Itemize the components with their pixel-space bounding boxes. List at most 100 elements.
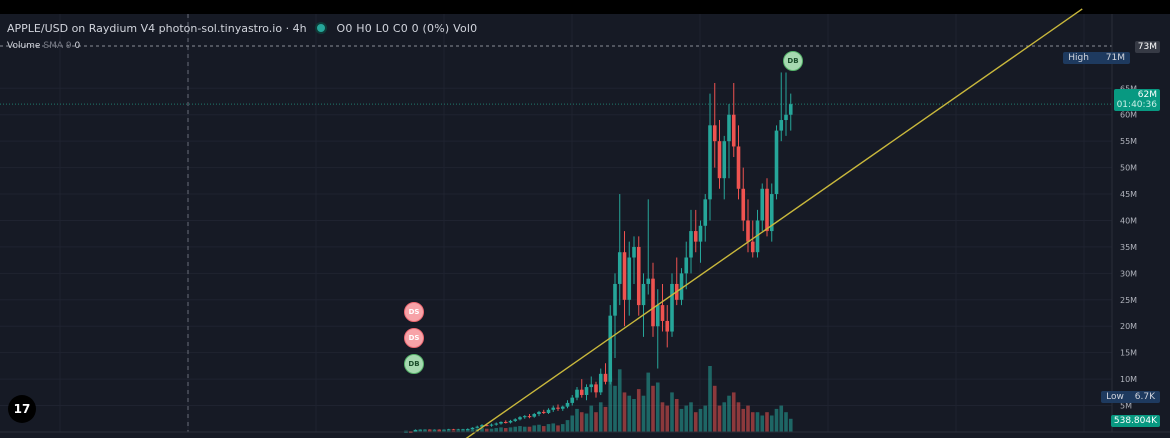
- candle-body: [651, 278, 655, 327]
- candle-body: [774, 130, 779, 195]
- high-label: High 71M: [1063, 52, 1130, 64]
- volume-bar: [522, 426, 527, 432]
- candle-body: [456, 429, 461, 431]
- top-bar: [0, 0, 1170, 14]
- candle-body: [527, 416, 532, 418]
- volume-bar: [746, 405, 750, 432]
- candle-body: [750, 241, 755, 253]
- volume-bar: [655, 382, 660, 432]
- candle-body: [584, 387, 589, 395]
- volume-bar: [712, 385, 717, 432]
- volume-bar: [584, 413, 589, 432]
- candle-body: [513, 419, 518, 421]
- candle-body: [693, 231, 698, 242]
- candle-countdown: 01:40:36: [1116, 100, 1157, 110]
- candle-body: [741, 188, 746, 221]
- volume-bar: [727, 395, 731, 432]
- candle-body: [537, 411, 541, 415]
- volume-bar: [765, 412, 769, 432]
- candle-body: [413, 429, 418, 432]
- volume-bar: [622, 392, 627, 432]
- candle-body: [646, 278, 651, 284]
- last-price-value: 62M: [1137, 90, 1157, 100]
- candle-body: [484, 425, 489, 427]
- candle-body: [703, 199, 708, 226]
- ds-marker[interactable]: DS: [404, 302, 424, 322]
- volume-bar: [722, 402, 727, 432]
- candle-body: [575, 389, 579, 398]
- candle-body: [769, 194, 774, 232]
- candle-body: [641, 283, 646, 306]
- volume-bar: [617, 369, 622, 432]
- candle-body: [532, 414, 537, 417]
- volume-bar: [603, 406, 608, 432]
- candle-body: [655, 305, 660, 327]
- volume-bar: [760, 415, 765, 432]
- candle-body: [679, 273, 684, 300]
- candle-body: [746, 220, 750, 242]
- volume-bar: [703, 405, 708, 432]
- volume-bar: [532, 425, 537, 432]
- low-label-value: 6.7K: [1134, 392, 1155, 402]
- volume-bar: [784, 412, 788, 432]
- candle-body: [608, 315, 613, 382]
- candle-body: [522, 416, 527, 418]
- candle-body: [788, 104, 793, 115]
- volume-bar: [446, 430, 451, 432]
- candle-body: [418, 429, 423, 431]
- volume-bar: [404, 430, 408, 432]
- db-marker[interactable]: DB: [404, 354, 424, 374]
- candle-body: [518, 417, 522, 420]
- candle-body: [665, 320, 670, 332]
- volume-bar: [774, 408, 779, 432]
- candle-body: [589, 384, 594, 388]
- trendline: [465, 8, 1083, 438]
- candle-body: [760, 188, 765, 221]
- ds-marker[interactable]: DS: [404, 328, 424, 348]
- volume-bar: [689, 402, 693, 432]
- candle-body: [489, 424, 494, 426]
- y-tick-label: 35M: [1120, 243, 1137, 252]
- candle-body: [470, 427, 475, 430]
- low-label: Low 6.7K: [1101, 391, 1160, 403]
- y-tick-label: 20M: [1120, 322, 1137, 331]
- candle-body: [784, 114, 788, 121]
- volume-bar: [508, 427, 513, 432]
- candle-body: [508, 420, 513, 423]
- db-marker[interactable]: DB: [783, 51, 803, 71]
- volume-bar: [741, 408, 746, 432]
- volume-bar: [636, 389, 641, 432]
- volume-value: 0: [74, 41, 81, 51]
- candle-body: [499, 421, 503, 424]
- candle-body: [632, 246, 636, 258]
- y-tick-label: 65M: [1120, 84, 1137, 93]
- volume-bar: [513, 426, 518, 432]
- candle-body: [423, 429, 427, 431]
- volume-bar: [518, 426, 522, 432]
- volume-bar: [489, 428, 494, 432]
- candle-body: [579, 389, 584, 395]
- y-tick-label: 55M: [1120, 137, 1137, 146]
- volume-bar: [484, 428, 489, 432]
- volume-bar: [480, 428, 484, 432]
- volume-bar: [731, 392, 736, 432]
- volume-bar: [503, 428, 508, 432]
- candle-body: [689, 231, 693, 258]
- candle-body: [570, 397, 575, 403]
- volume-bar: [769, 415, 774, 432]
- y-tick-label: 15M: [1120, 349, 1137, 358]
- volume-bar: [560, 424, 565, 432]
- candle-body: [427, 429, 432, 431]
- candle-body: [708, 125, 712, 200]
- ohlc-readout: O0 H0 L0 C0 0 (0%) Vol0: [336, 21, 478, 35]
- y-tick-label: 25M: [1120, 296, 1137, 305]
- candle-body: [613, 283, 617, 316]
- volume-bar: [698, 408, 703, 432]
- tradingview-logo[interactable]: 17: [8, 395, 36, 423]
- high-price-tag: 73M: [1134, 41, 1160, 53]
- candle-body: [480, 425, 484, 427]
- market-status-icon[interactable]: [314, 22, 327, 34]
- volume-bar: [594, 412, 598, 432]
- volume-price-tag: 538.804K: [1110, 415, 1160, 427]
